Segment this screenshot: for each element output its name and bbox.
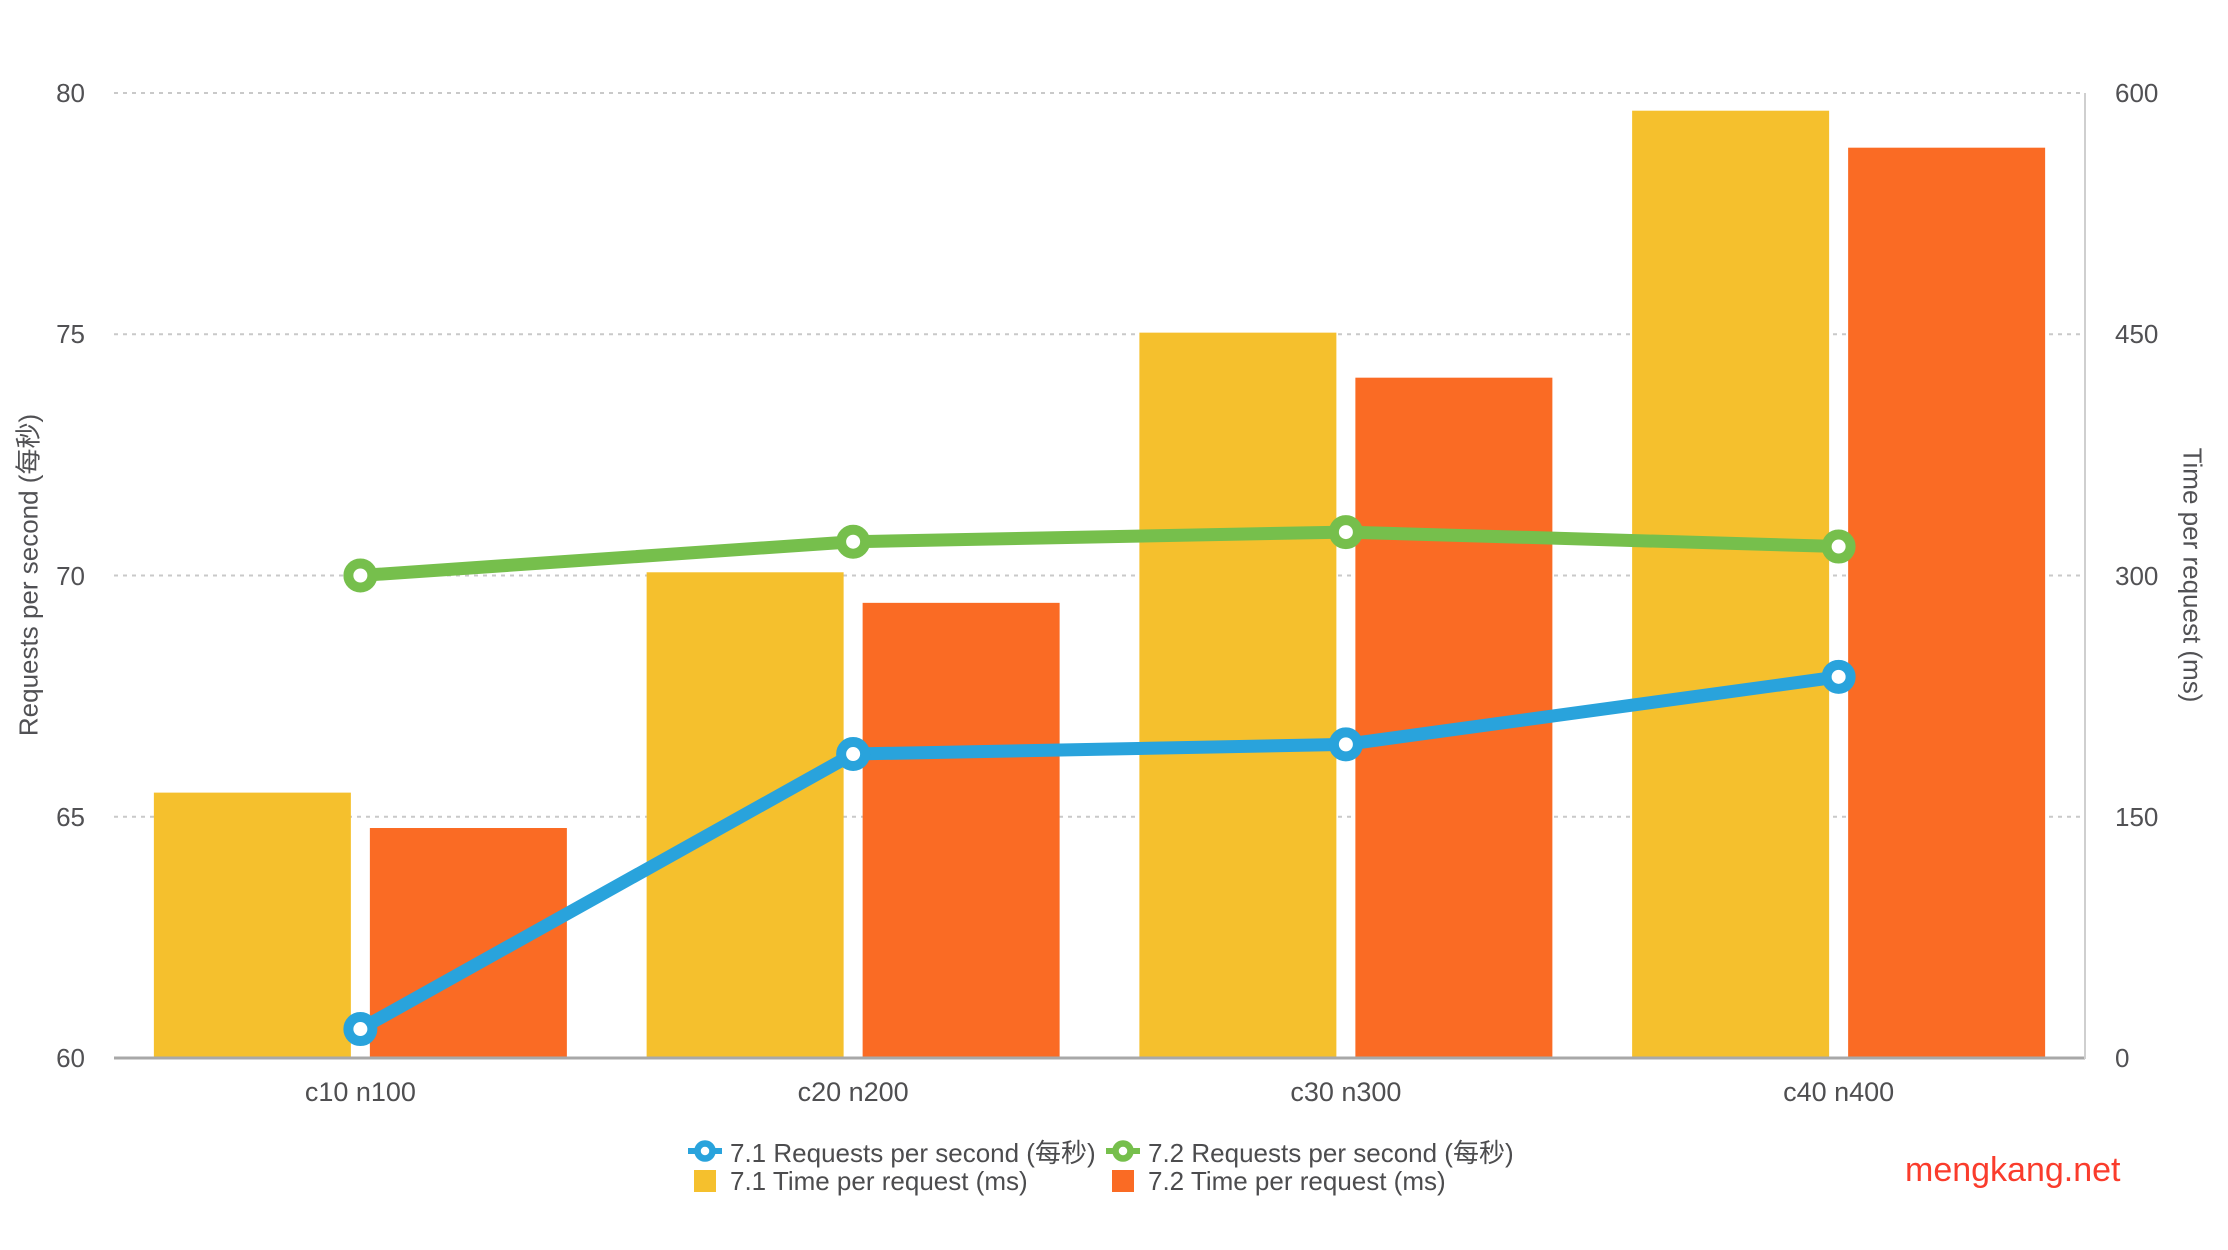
right-tick-label: 300 bbox=[2115, 560, 2159, 591]
x-axis-label-cat0: c10 n100 bbox=[304, 1077, 416, 1107]
line-marker-icon bbox=[688, 1139, 722, 1163]
legend-ring-icon bbox=[1106, 1140, 1140, 1162]
bar-marker-icon bbox=[688, 1169, 722, 1193]
bar-72-time-cat0 bbox=[369, 828, 567, 1058]
legend-label: 7.1 Time per request (ms) bbox=[730, 1165, 1028, 1196]
point-71-rps-cat2 bbox=[1328, 727, 1363, 762]
bar-72-time-cat3 bbox=[1848, 147, 2046, 1058]
line-marker-icon bbox=[1106, 1139, 1140, 1163]
right-tick-label: 450 bbox=[2115, 319, 2159, 350]
bar-71-time-cat0 bbox=[153, 792, 351, 1058]
legend-label: 7.2 Time per request (ms) bbox=[1148, 1165, 1446, 1196]
right-tick-label: 600 bbox=[2115, 78, 2159, 108]
legend-item-72-time[interactable]: 7.2 Time per request (ms) bbox=[1106, 1164, 1446, 1198]
right-tick-label: 0 bbox=[2115, 1043, 2130, 1073]
left-tick-label: 60 bbox=[56, 1043, 85, 1073]
right-tick-label: 150 bbox=[2115, 801, 2159, 832]
point-72-rps-cat1 bbox=[836, 524, 871, 559]
left-axis-title: Requests per second (每秒) bbox=[13, 413, 44, 737]
legend-label: 7.1 Requests per second (每秒) bbox=[730, 1137, 1096, 1168]
point-71-rps-cat0 bbox=[343, 1012, 378, 1047]
legend-item-71-time[interactable]: 7.1 Time per request (ms) bbox=[688, 1164, 1028, 1198]
x-axis-label-cat1: c20 n200 bbox=[797, 1077, 909, 1107]
point-71-rps-cat1 bbox=[836, 737, 871, 772]
point-71-rps-cat3 bbox=[1821, 659, 1856, 694]
point-72-rps-cat2 bbox=[1328, 515, 1363, 550]
legend-square-icon bbox=[694, 1170, 716, 1192]
left-tick-label: 80 bbox=[56, 78, 85, 108]
bar-72-time-cat1 bbox=[862, 602, 1060, 1058]
x-axis-label-cat2: c30 n300 bbox=[1290, 1077, 1402, 1107]
legend-square-icon bbox=[1112, 1170, 1134, 1192]
legend-item-71-rps[interactable]: 7.1 Requests per second (每秒) bbox=[688, 1134, 1096, 1168]
watermark-link: mengkang.net bbox=[1905, 1151, 2121, 1189]
bar-71-time-cat3 bbox=[1632, 110, 1830, 1059]
bar-marker-icon bbox=[1106, 1169, 1140, 1193]
point-72-rps-cat3 bbox=[1821, 529, 1856, 564]
line-71-rps bbox=[353, 670, 1846, 1036]
line-72-rps bbox=[353, 525, 1846, 582]
point-72-rps-cat0 bbox=[343, 558, 378, 593]
right-axis-title: Time per request (ms) bbox=[2177, 447, 2208, 703]
x-axis-label-cat3: c40 n400 bbox=[1783, 1077, 1895, 1107]
legend-item-72-rps[interactable]: 7.2 Requests per second (每秒) bbox=[1106, 1134, 1514, 1168]
bar-71-time-cat2 bbox=[1139, 332, 1337, 1058]
left-tick-label: 75 bbox=[56, 319, 85, 350]
left-tick-label: 70 bbox=[56, 560, 85, 591]
left-tick-label: 65 bbox=[56, 801, 85, 832]
legend-ring-icon bbox=[688, 1140, 722, 1162]
legend-label: 7.2 Requests per second (每秒) bbox=[1148, 1137, 1514, 1168]
